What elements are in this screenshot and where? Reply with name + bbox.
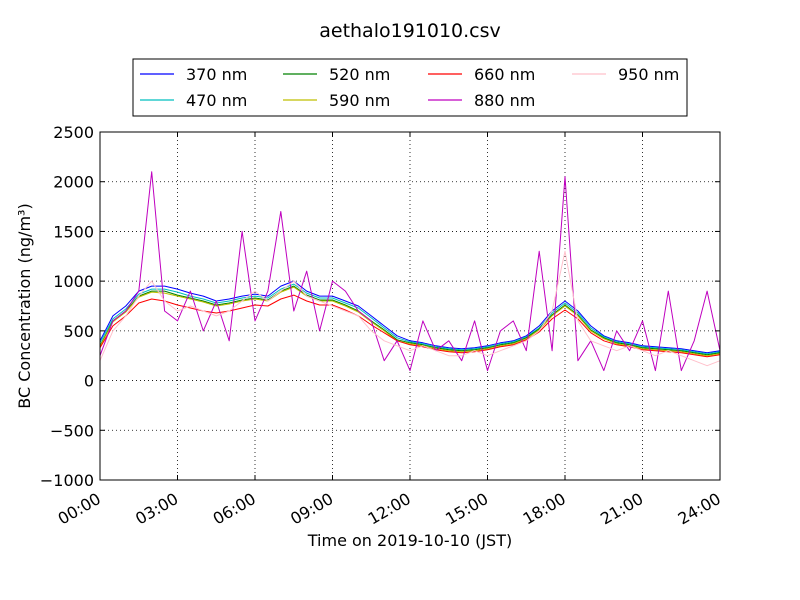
series-line-470-nm	[99, 283, 721, 355]
y-tick-label: 1500	[53, 222, 94, 241]
y-tick-label: −500	[50, 421, 94, 440]
series-line-880-nm	[99, 171, 721, 372]
y-tick-label: 2000	[53, 173, 94, 192]
x-axis-label: Time on 2019-10-10 (JST)	[307, 531, 512, 550]
legend-label: 880 nm	[474, 91, 535, 110]
y-axis-tick-labels: −1000 −500 0 500 1000 1500 2000 2500	[40, 123, 94, 490]
series-line-950-nm	[99, 250, 721, 367]
y-tick-label: 1000	[53, 272, 94, 291]
chart-title: aethalo191010.csv	[319, 20, 501, 42]
series-line-590-nm	[99, 286, 721, 357]
legend-label: 370 nm	[186, 65, 247, 84]
y-tick-label: 0	[84, 372, 94, 391]
legend-label: 520 nm	[329, 65, 390, 84]
y-axis-label: BC Concentration (ng/m³)	[15, 203, 34, 408]
legend-label: 950 nm	[618, 65, 679, 84]
series-line-520-nm	[99, 285, 721, 356]
y-tick-label: 500	[63, 322, 94, 341]
series-line-370-nm	[99, 280, 721, 354]
legend-label: 470 nm	[186, 91, 247, 110]
legend-box	[132, 58, 688, 117]
series-layer	[99, 171, 721, 372]
y-tick-label: 2500	[53, 123, 94, 142]
legend: 370 nm 470 nm 520 nm 590 nm 660 nm 880 nm 950 …	[132, 58, 688, 117]
plot-area	[99, 131, 721, 481]
y-tick-label: −1000	[40, 471, 94, 490]
tick-layer	[99, 131, 721, 481]
legend-label: 660 nm	[474, 65, 535, 84]
legend-label: 590 nm	[329, 91, 390, 110]
